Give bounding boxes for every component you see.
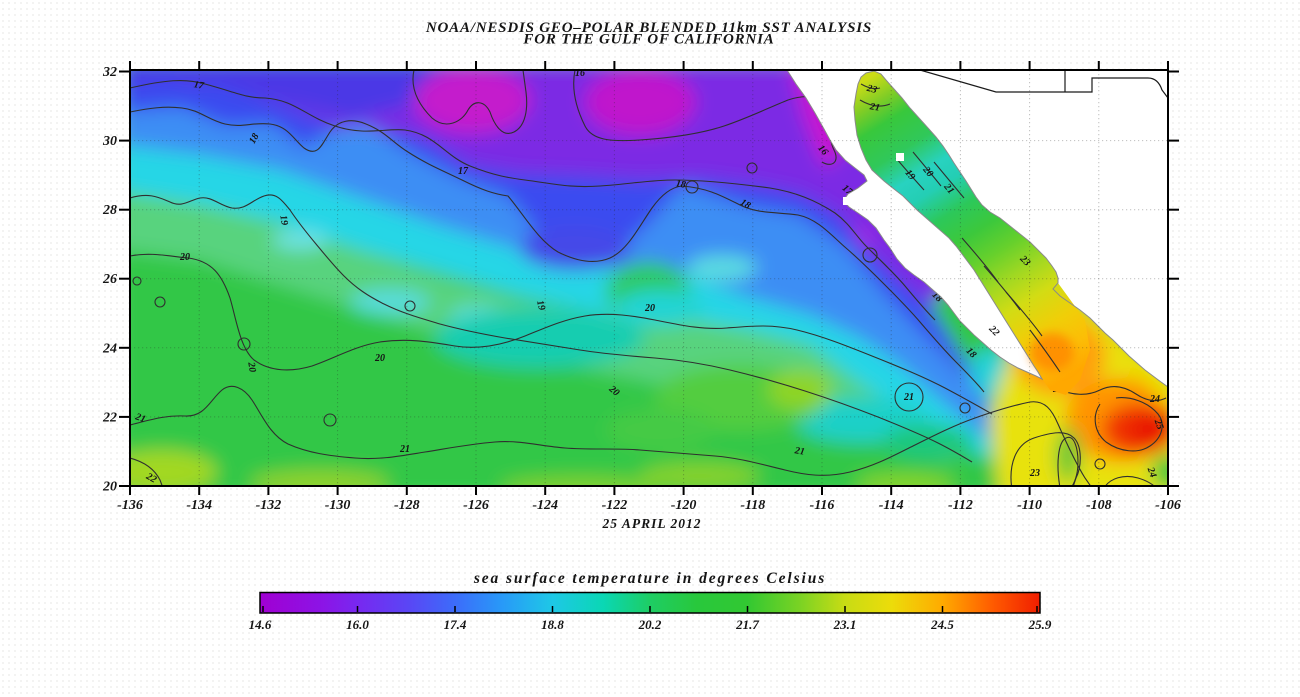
svg-text:25: 25 bbox=[1151, 417, 1165, 431]
svg-text:20: 20 bbox=[920, 164, 935, 179]
svg-text:21: 21 bbox=[941, 181, 956, 196]
svg-text:17: 17 bbox=[193, 79, 206, 92]
svg-text:18: 18 bbox=[675, 178, 687, 191]
svg-text:24: 24 bbox=[1144, 465, 1158, 479]
svg-text:17: 17 bbox=[458, 166, 469, 177]
svg-text:19: 19 bbox=[534, 299, 547, 312]
svg-text:22: 22 bbox=[143, 471, 158, 486]
svg-text:20: 20 bbox=[179, 252, 190, 263]
svg-text:23: 23 bbox=[1029, 468, 1040, 479]
svg-text:20: 20 bbox=[245, 360, 258, 373]
svg-text:21: 21 bbox=[133, 411, 147, 425]
svg-text:21: 21 bbox=[903, 392, 914, 403]
svg-text:18: 18 bbox=[247, 132, 262, 146]
svg-text:18: 18 bbox=[738, 197, 752, 212]
svg-text:23: 23 bbox=[865, 83, 878, 96]
svg-text:24: 24 bbox=[1149, 394, 1160, 405]
svg-text:20: 20 bbox=[644, 303, 655, 314]
svg-text:19: 19 bbox=[277, 214, 290, 226]
svg-text:20: 20 bbox=[606, 383, 621, 398]
svg-text:21: 21 bbox=[793, 445, 806, 458]
svg-text:21: 21 bbox=[399, 444, 410, 455]
svg-text:21: 21 bbox=[868, 101, 881, 114]
svg-text:20: 20 bbox=[374, 353, 385, 364]
svg-text:16: 16 bbox=[575, 68, 585, 79]
